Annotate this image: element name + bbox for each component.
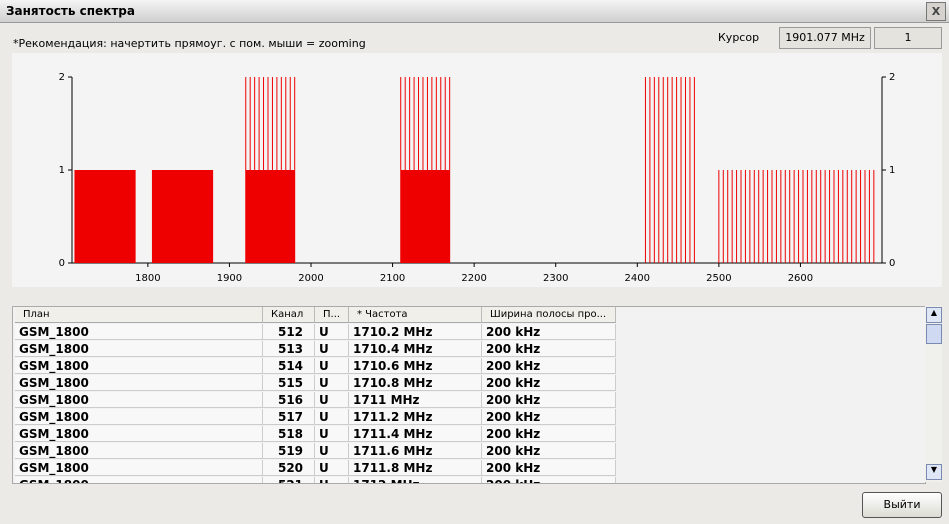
scrollbar[interactable]: ▲ ▼ <box>925 306 942 482</box>
table-cell: GSM_1800 <box>15 443 263 459</box>
y-tick-label: 2 <box>59 72 65 83</box>
occupancy-block <box>245 170 295 263</box>
table-cell: U <box>315 460 349 476</box>
table-cell: GSM_1800 <box>15 341 263 357</box>
x-tick-label: 2600 <box>788 273 813 284</box>
column-header: План <box>15 307 263 323</box>
cursor-value: 1901.077 MHz <box>779 27 871 49</box>
table-cell: U <box>315 358 349 374</box>
table-cell: U <box>315 426 349 442</box>
table-cell: 200 kHz <box>482 409 616 425</box>
y-tick-label: 0 <box>59 258 65 269</box>
close-button[interactable]: X <box>926 2 946 21</box>
scroll-up[interactable]: ▲ <box>926 307 942 323</box>
table-cell: 1710.4 MHz <box>349 341 482 357</box>
table-cell: 200 kHz <box>482 443 616 459</box>
table-cell: GSM_1800 <box>15 358 263 374</box>
table-cell: 1711.8 MHz <box>349 460 482 476</box>
x-tick-label: 2500 <box>706 273 731 284</box>
exit-button[interactable]: Выйти <box>862 492 942 518</box>
table-cell: 1712 MHz <box>349 477 482 483</box>
table-cell: U <box>315 409 349 425</box>
table-cell: 520 <box>263 460 315 476</box>
column-header: Канал <box>263 307 315 323</box>
table-cell: U <box>315 324 349 340</box>
y-tick-label: 2 <box>889 72 895 83</box>
table-cell: GSM_1800 <box>15 375 263 391</box>
table-cell: 1711.6 MHz <box>349 443 482 459</box>
table-cell: 200 kHz <box>482 392 616 408</box>
table-cell: 513 <box>263 341 315 357</box>
table-cell: 1710.8 MHz <box>349 375 482 391</box>
table-cell: 200 kHz <box>482 460 616 476</box>
table-cell: 512 <box>263 324 315 340</box>
table-cell: 1710.6 MHz <box>349 358 482 374</box>
x-tick-label: 2200 <box>461 273 486 284</box>
spectrum-chart[interactable]: 0 0 1 1 2 2 1800 1900 2000 2100 2200 2300 2400 2500 26… <box>12 53 942 287</box>
x-tick-label: 2300 <box>543 273 568 284</box>
table-cell: 514 <box>263 358 315 374</box>
table-cell: GSM_1800 <box>15 392 263 408</box>
cursor-count: 1 <box>874 27 942 49</box>
column-header: П... <box>315 307 349 323</box>
x-tick-label: 2400 <box>625 273 650 284</box>
table-cell: U <box>315 477 349 483</box>
window-title: Занятость спектра <box>6 4 135 18</box>
scroll-thumb[interactable] <box>926 324 942 344</box>
title-bar: Занятость спектра X <box>0 0 949 23</box>
x-tick-label: 1900 <box>217 273 242 284</box>
table-cell: 518 <box>263 426 315 442</box>
table-cell: 515 <box>263 375 315 391</box>
y-tick-label: 0 <box>889 258 895 269</box>
table-cell: 517 <box>263 409 315 425</box>
table-cell: 1710.2 MHz <box>349 324 482 340</box>
table-cell: 200 kHz <box>482 477 616 483</box>
column-header: * Частота <box>349 307 482 323</box>
occupancy-block <box>400 170 450 263</box>
x-tick-label: 2000 <box>298 273 323 284</box>
table: План Канал П... * Частота Ширина полосы про.… <box>12 306 926 484</box>
table-cell: GSM_1800 <box>15 477 263 483</box>
table-cell: 200 kHz <box>482 375 616 391</box>
table-cell: 1711 MHz <box>349 392 482 408</box>
column-header: Ширина полосы про... <box>482 307 616 323</box>
table-cell: U <box>315 392 349 408</box>
table-cell: 200 kHz <box>482 341 616 357</box>
chart-panel: 0 0 1 1 2 2 1800 1900 2000 2100 2200 2300 2400 2500 26… <box>12 53 942 287</box>
table-cell: 1711.2 MHz <box>349 409 482 425</box>
table-cell: U <box>315 443 349 459</box>
table-cell: GSM_1800 <box>15 409 263 425</box>
cursor-label: Курсор <box>718 31 760 44</box>
x-tick-label: 2100 <box>380 273 405 284</box>
table-cell: U <box>315 341 349 357</box>
y-tick-label: 1 <box>59 165 65 176</box>
table-cell: 521 <box>263 477 315 483</box>
table-cell: GSM_1800 <box>15 460 263 476</box>
hint: *Рекомендация: начертить прямоуг. с пом.… <box>13 37 366 50</box>
table-cell: 1711.4 MHz <box>349 426 482 442</box>
table-cell: 200 kHz <box>482 358 616 374</box>
occupancy-block <box>74 170 136 263</box>
table-cell: GSM_1800 <box>15 324 263 340</box>
scroll-down[interactable]: ▼ <box>926 464 942 480</box>
y-tick-label: 1 <box>889 165 895 176</box>
table-cell: 200 kHz <box>482 426 616 442</box>
table-cell: 200 kHz <box>482 324 616 340</box>
table-cell: U <box>315 375 349 391</box>
occupancy-block <box>151 170 214 263</box>
table-cell: 516 <box>263 392 315 408</box>
table-cell: GSM_1800 <box>15 426 263 442</box>
table-cell: 519 <box>263 443 315 459</box>
x-tick-label: 1800 <box>135 273 160 284</box>
